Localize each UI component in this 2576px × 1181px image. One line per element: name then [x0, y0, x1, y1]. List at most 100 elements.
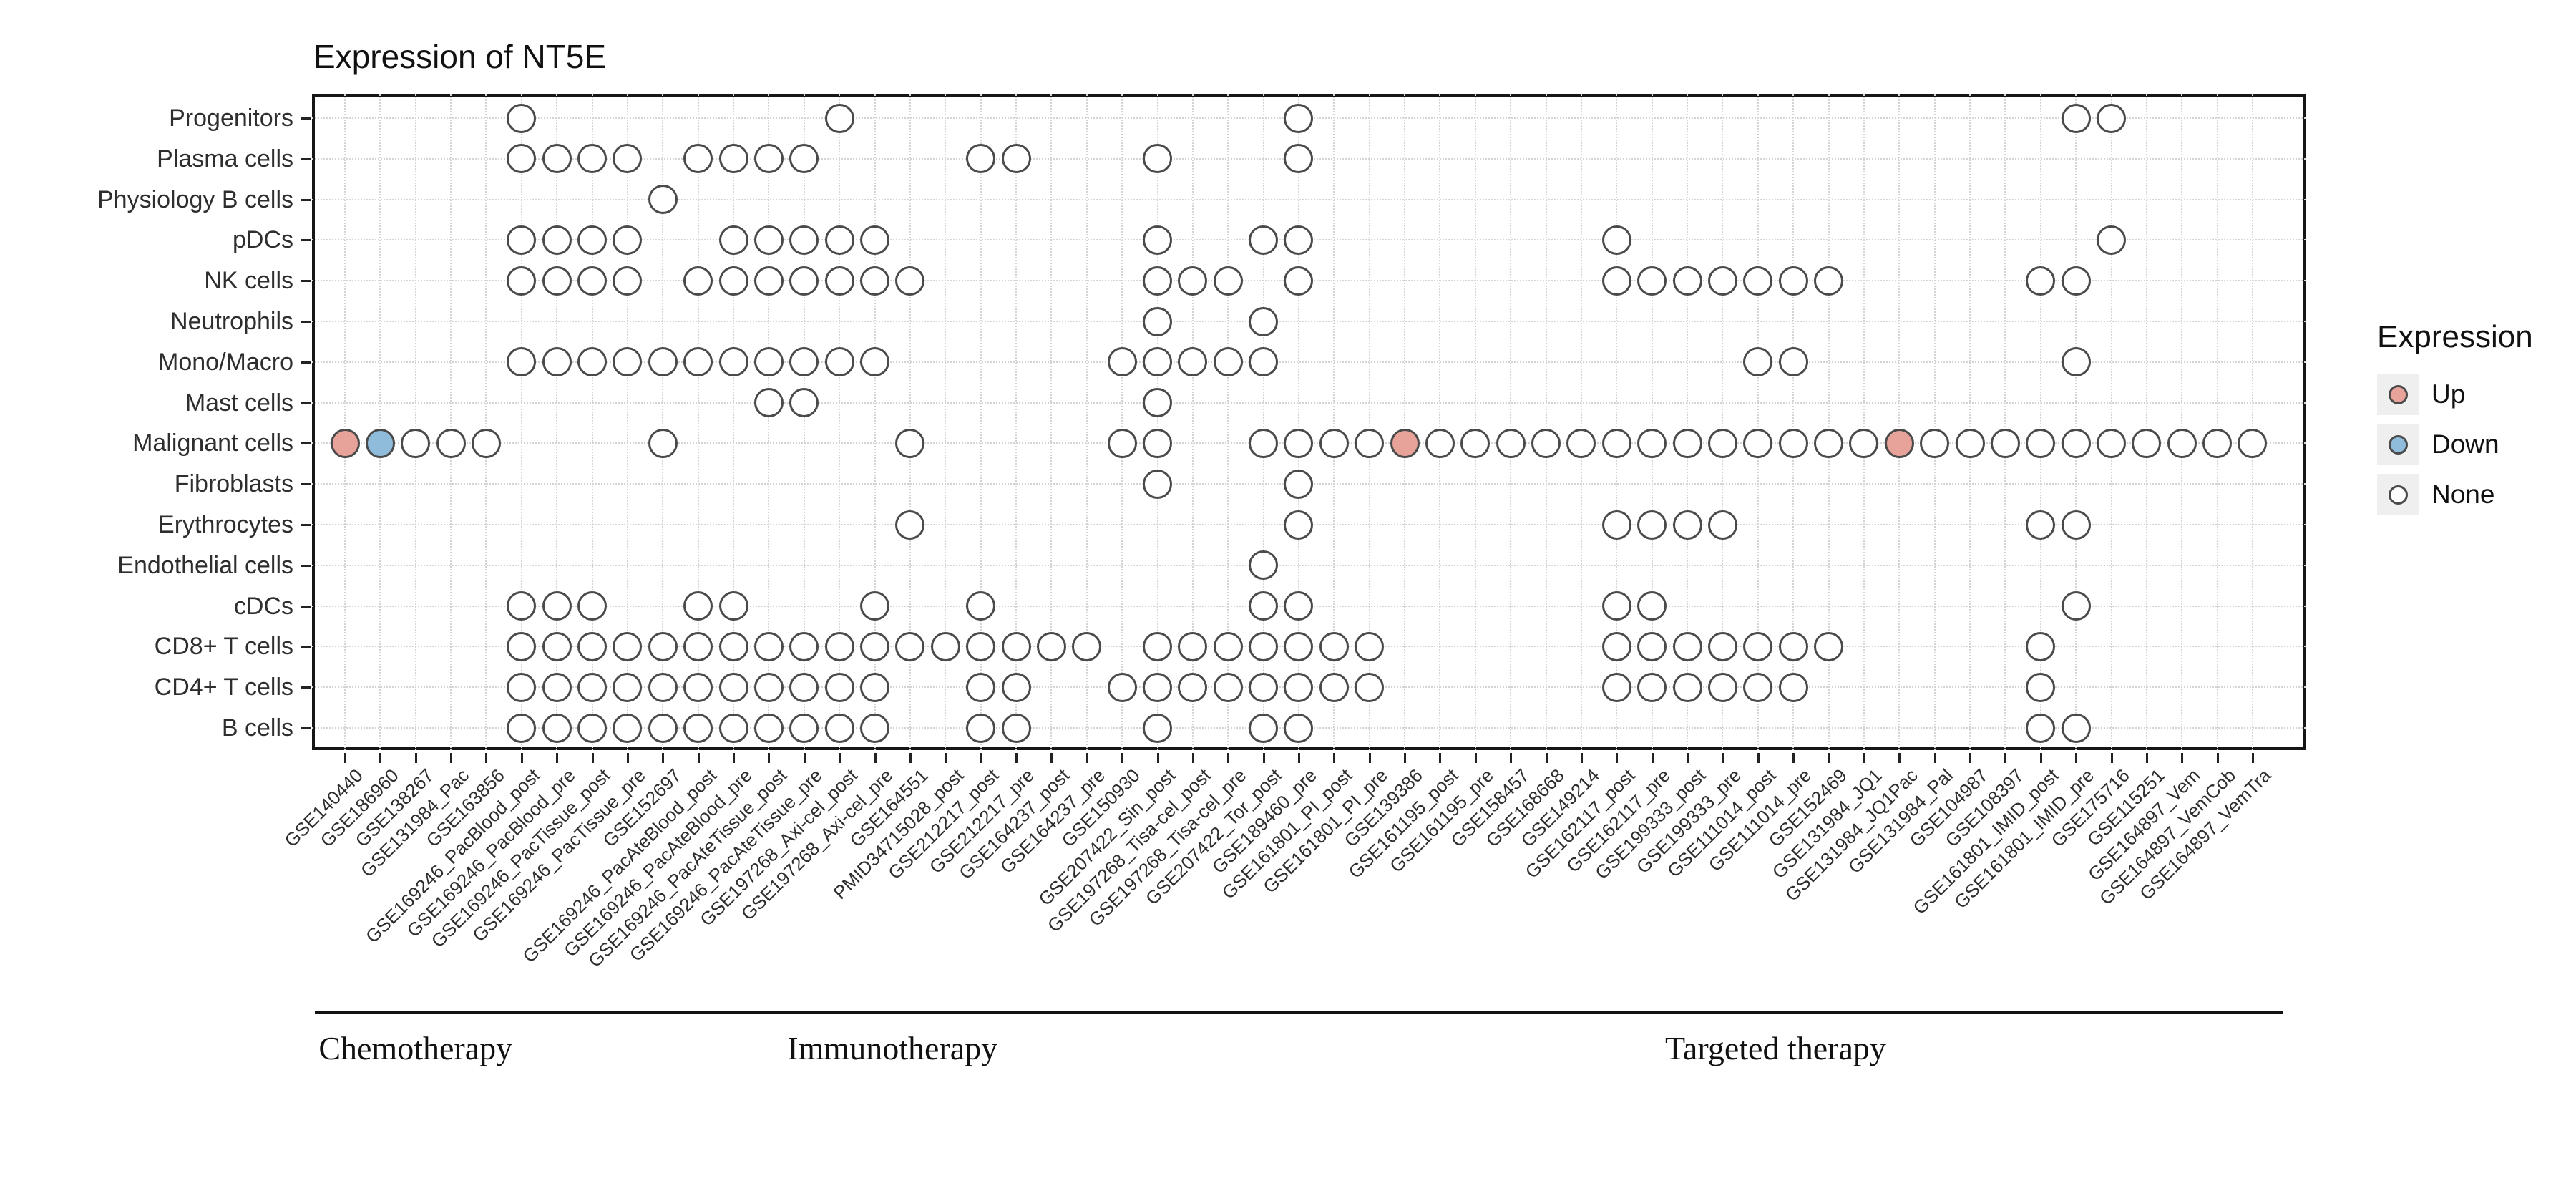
expression-dot-none	[648, 428, 678, 458]
expression-dot-none	[2097, 103, 2126, 133]
expression-dot-none	[613, 631, 643, 661]
y-axis-tick	[301, 361, 311, 364]
x-axis-tick	[2110, 753, 2113, 763]
x-axis-tick	[2145, 753, 2148, 763]
grid-line-h	[312, 198, 2306, 200]
expression-dot-none	[507, 591, 537, 621]
grid-line-v	[1545, 94, 1547, 750]
expression-dot-up	[330, 428, 360, 458]
expression-dot-none	[2026, 713, 2056, 743]
row-label: B cells	[221, 714, 293, 742]
x-axis-tick	[909, 753, 912, 763]
therapy-group-line	[1268, 1011, 2283, 1014]
y-axis-tick	[301, 198, 311, 201]
expression-dot-none	[895, 266, 925, 296]
expression-dot-none	[1249, 225, 1279, 255]
x-axis-tick	[1297, 753, 1300, 763]
expression-dot-none	[1284, 225, 1314, 255]
expression-dot-none	[577, 225, 608, 255]
expression-dot-none	[1143, 631, 1172, 661]
grid-line-v	[626, 94, 628, 750]
expression-dot-none	[1284, 144, 1314, 174]
expression-dot-none	[1672, 672, 1702, 702]
y-axis-tick	[301, 605, 311, 608]
y-axis-tick	[301, 280, 311, 283]
x-axis-tick	[2039, 753, 2042, 763]
expression-dot-none	[613, 713, 643, 743]
expression-dot-none	[1566, 428, 1596, 458]
expression-dot-none	[401, 428, 431, 458]
therapy-group-label: Chemotherapy	[318, 1030, 513, 1066]
x-axis-tick	[591, 753, 594, 763]
expression-dot-none	[824, 631, 854, 661]
expression-dot-none	[718, 266, 748, 296]
expression-dot-none	[577, 266, 608, 296]
x-axis-tick	[839, 753, 841, 763]
expression-dot-none	[2026, 428, 2056, 458]
x-axis-tick	[1757, 753, 1760, 763]
grid-line-v	[2251, 94, 2253, 750]
grid-line-v	[768, 94, 770, 750]
x-axis-tick	[1262, 753, 1265, 763]
expression-dot-none	[789, 347, 819, 377]
expression-dot-none	[1249, 428, 1279, 458]
expression-dot-none	[2026, 631, 2056, 661]
therapy-group-label: Targeted therapy	[1665, 1030, 1886, 1066]
expression-dot-none	[966, 144, 996, 174]
expression-dot-none	[930, 631, 960, 661]
y-axis-tick	[301, 727, 311, 729]
expression-dot-none	[824, 225, 854, 255]
grid-line-v	[1757, 94, 1759, 750]
x-axis-tick	[980, 753, 982, 763]
grid-line-v	[1121, 94, 1123, 750]
expression-dot-none	[1178, 672, 1208, 702]
expression-dot-none	[789, 144, 819, 174]
expression-dot-none	[683, 672, 713, 702]
x-axis-tick	[1015, 753, 1018, 763]
legend-item-label: Down	[2431, 429, 2499, 459]
expression-dot-none	[1531, 428, 1561, 458]
expression-dot-none	[1355, 631, 1385, 661]
y-axis-tick	[301, 321, 311, 323]
expression-dot-none	[1743, 347, 1773, 377]
grid-line-h	[312, 564, 2306, 566]
expression-dot-none	[683, 144, 713, 174]
expression-dot-none	[1319, 428, 1349, 458]
row-label: Erythrocytes	[158, 511, 293, 538]
expression-dot-none	[507, 713, 537, 743]
x-axis-tick	[1510, 753, 1513, 763]
y-axis-tick	[301, 483, 311, 486]
expression-dot-none	[683, 347, 713, 377]
grid-line-v	[2075, 94, 2077, 750]
expression-dot-none	[648, 713, 678, 743]
expression-dot-none	[613, 672, 643, 702]
expression-dot-none	[1143, 713, 1172, 743]
expression-dot-none	[1601, 591, 1631, 621]
expression-dot-none	[753, 225, 784, 255]
legend-item-down: Down	[2377, 424, 2533, 465]
grid-line-v	[2216, 94, 2218, 750]
therapy-group-label: Immunotherapy	[787, 1030, 998, 1066]
expression-dot-none	[789, 225, 819, 255]
grid-line-v	[1439, 94, 1441, 750]
x-axis-tick	[2075, 753, 2078, 763]
expression-dot-none	[860, 672, 890, 702]
expression-dot-none	[1707, 428, 1737, 458]
expression-dot-none	[1601, 428, 1631, 458]
x-axis-tick	[1687, 753, 1689, 763]
expression-dot-none	[1213, 266, 1243, 296]
expression-dot-none	[966, 591, 996, 621]
expression-dot-none	[753, 672, 784, 702]
expression-dot-none	[753, 266, 784, 296]
expression-dot-none	[1601, 672, 1631, 702]
expression-dot-none	[577, 347, 608, 377]
grid-line-v	[344, 94, 346, 750]
y-axis-tick	[301, 442, 311, 445]
x-axis-tick	[1863, 753, 1865, 763]
expression-dot-none	[1814, 631, 1844, 661]
expression-dot-none	[577, 713, 608, 743]
expression-dot-none	[1778, 347, 1808, 377]
y-axis-tick	[301, 686, 311, 689]
grid-line-v	[591, 94, 593, 750]
grid-line-h	[312, 361, 2306, 363]
